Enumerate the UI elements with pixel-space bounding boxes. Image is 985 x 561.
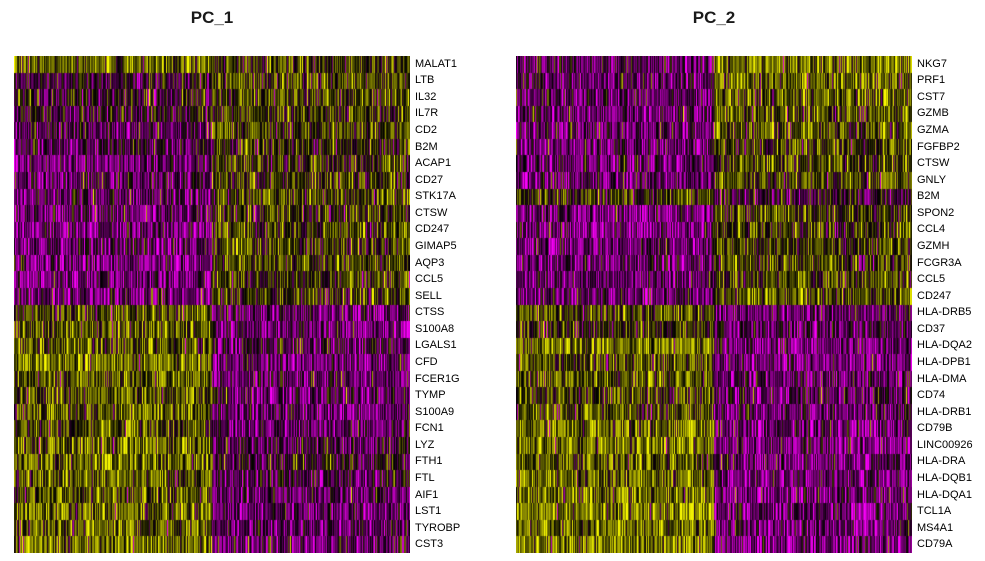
gene-label: HLA-DRB1 [917, 405, 972, 418]
gene-label: CCL5 [917, 273, 946, 286]
gene-label: S100A8 [415, 322, 455, 335]
gene-label: CD37 [917, 322, 946, 335]
gene-label: CFD [415, 355, 438, 368]
gene-label: FCGR3A [917, 256, 962, 269]
gene-label: TCL1A [917, 505, 952, 518]
gene-label: CD79B [917, 422, 953, 435]
gene-label: CST7 [917, 90, 946, 103]
gene-label: HLA-DRA [917, 455, 966, 468]
gene-label: CD74 [917, 389, 946, 402]
gene-label: GZMB [917, 107, 949, 120]
gene-label: MALAT1 [415, 57, 457, 70]
gene-label: FCN1 [415, 422, 444, 435]
gene-label: HLA-DMA [917, 372, 967, 385]
gene-label: CCL5 [415, 273, 444, 286]
gene-label: SPON2 [917, 206, 955, 219]
gene-label: HLA-DQA1 [917, 488, 973, 501]
gene-label: B2M [917, 190, 940, 203]
pc2-heatmap [516, 56, 912, 553]
pc2-panel: PC_2 NKG7 PRF1 CST7 GZMB GZMA FGFBP2 CTSW GNLY B… [490, 0, 985, 561]
gene-label: AQP3 [415, 256, 445, 269]
gene-label: CST3 [415, 538, 444, 551]
gene-label: HLA-DQA2 [917, 339, 973, 352]
pc1-heatmap [14, 56, 410, 553]
gene-label: FTH1 [415, 455, 443, 468]
gene-label: ACAP1 [415, 157, 452, 170]
gene-label: LINC00926 [917, 438, 973, 451]
gene-label: S100A9 [415, 405, 455, 418]
gene-label: AIF1 [415, 488, 439, 501]
gene-label: HLA-DPB1 [917, 355, 971, 368]
gene-label: GNLY [917, 173, 947, 186]
gene-label: GZMH [917, 240, 950, 253]
pc1-title: PC_1 [190, 8, 234, 27]
gene-label: LGALS1 [415, 339, 457, 352]
gene-label: LST1 [415, 505, 442, 518]
gene-label: IL32 [415, 90, 437, 103]
gene-label: CTSW [917, 157, 950, 170]
gene-label: NKG7 [917, 57, 947, 70]
gene-label: FTL [415, 471, 435, 484]
gene-label: LTB [415, 74, 435, 87]
gene-label: TYROBP [415, 521, 461, 534]
gene-label: CTSW [415, 206, 448, 219]
pc1-panel: PC_1 MALAT1 LTB IL32 IL7R CD2 B2M ACAP1 CD27 STK… [0, 0, 490, 561]
gene-label: HLA-DQB1 [917, 471, 973, 484]
gene-label: CTSS [415, 306, 445, 319]
gene-label: MS4A1 [917, 521, 954, 534]
gene-label: LYZ [415, 438, 435, 451]
gene-label: TYMP [415, 389, 446, 402]
gene-label: PRF1 [917, 74, 946, 87]
gene-label: CD2 [415, 124, 438, 137]
gene-label: FGFBP2 [917, 140, 960, 153]
gene-label: STK17A [415, 190, 456, 203]
gene-label: IL7R [415, 107, 439, 120]
gene-label: CD247 [415, 223, 450, 236]
gene-label: CD27 [415, 173, 444, 186]
gene-label: B2M [415, 140, 438, 153]
pc2-gene-labels: NKG7 PRF1 CST7 GZMB GZMA FGFBP2 CTSW GNLY B2M SPO… [917, 56, 985, 553]
gene-label: GZMA [917, 124, 949, 137]
gene-label: CD247 [917, 289, 952, 302]
gene-label: FCER1G [415, 372, 460, 385]
gene-label: SELL [415, 289, 442, 302]
gene-label: GIMAP5 [415, 240, 457, 253]
pc1-gene-labels: MALAT1 LTB IL32 IL7R CD2 B2M ACAP1 CD27 STK17A CT… [415, 56, 490, 553]
gene-label: CCL4 [917, 223, 946, 236]
pc2-title: PC_2 [692, 8, 736, 27]
gene-label: CD79A [917, 538, 953, 551]
gene-label: HLA-DRB5 [917, 306, 972, 319]
